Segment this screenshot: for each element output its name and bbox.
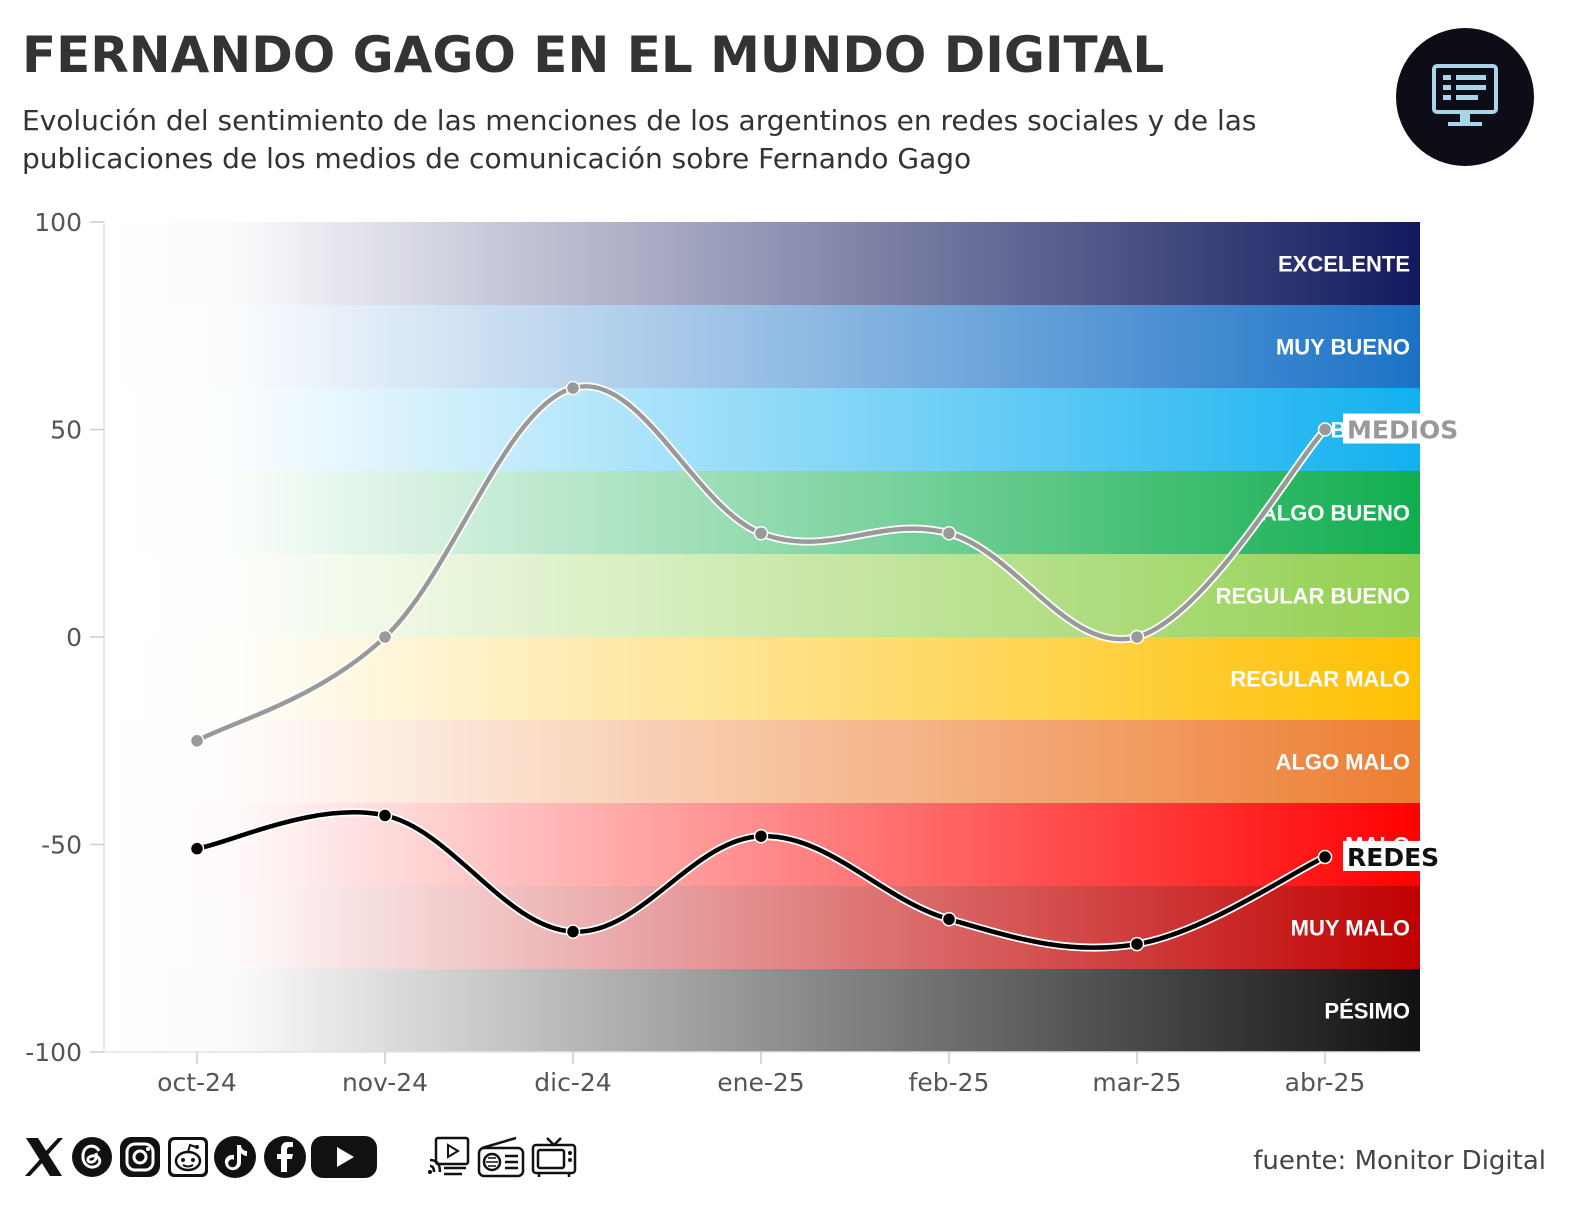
band-label-regular-bueno: REGULAR BUENO: [1216, 584, 1410, 609]
data-point-redes-feb-25: [941, 911, 957, 927]
data-point-redes-abr-25: [1317, 849, 1333, 865]
band-algo-bueno: [104, 471, 1420, 554]
y-tick-label: -100: [25, 1038, 82, 1067]
band-muy-malo: [104, 886, 1420, 969]
monitor-icon: [1432, 64, 1498, 126]
band-label-regular-malo: REGULAR MALO: [1230, 667, 1410, 692]
y-tick-label: 50: [50, 416, 82, 445]
series: [189, 380, 1333, 952]
band-label-muy-bueno: MUY BUENO: [1276, 335, 1410, 360]
series-label-bg: [1343, 413, 1452, 444]
data-point-redes-dic-24: [565, 924, 581, 939]
x-tick-label: dic-24: [534, 1068, 611, 1097]
data-point-medios-nov-24: [377, 629, 393, 645]
chart-title: FERNANDO GAGO EN EL MUNDO DIGITAL: [22, 26, 1165, 84]
data-point-medios-dic-24: [565, 380, 581, 396]
series-label-redes: REDES: [1347, 843, 1439, 872]
band-muy-bueno: [104, 305, 1420, 388]
x-tick-label: feb-25: [909, 1068, 990, 1097]
band-excelente: [104, 222, 1420, 305]
y-tick-label: 0: [66, 623, 82, 652]
data-point-redes-oct-24: [189, 841, 205, 856]
data-point-redes-ene-25: [753, 828, 769, 844]
series-label-bg: [1343, 840, 1436, 871]
band-label-excelente: EXCELENTE: [1278, 252, 1410, 277]
tiktok-icon: [214, 1136, 256, 1178]
digital-media-icon: [428, 1136, 470, 1176]
band-algo-malo: [104, 720, 1420, 803]
x-tick-label: mar-25: [1092, 1068, 1181, 1097]
tv-icon: [531, 1137, 577, 1177]
x-tick-label: ene-25: [717, 1068, 804, 1097]
data-point-redes-nov-24: [377, 808, 393, 823]
data-point-medios-feb-25: [941, 526, 957, 541]
band-label-pesimo: PÉSIMO: [1324, 999, 1410, 1024]
y-tick-label: -50: [41, 831, 82, 860]
x-icon: [25, 1138, 63, 1176]
series-redes: [189, 808, 1333, 952]
band-label-algo-bueno: ALGO BUENO: [1261, 501, 1410, 526]
x-tick-label: nov-24: [342, 1068, 428, 1097]
x-tick-label: oct-24: [157, 1068, 237, 1097]
data-point-medios-mar-25: [1129, 629, 1145, 645]
youtube-icon: [311, 1136, 377, 1178]
y-tick-label: 100: [34, 208, 82, 237]
band-label-algo-malo: ALGO MALO: [1276, 750, 1410, 775]
axes: 100 50 0 -50 -100 oct-24 nov-24 dic-24 ene-25 feb…: [25, 208, 1420, 1097]
threads-icon: [72, 1137, 112, 1177]
data-point-redes-mar-25: [1129, 936, 1145, 952]
series-medios: [189, 380, 1333, 748]
series-label-medios: MEDIOS: [1347, 416, 1458, 445]
data-point-medios-oct-24: [189, 733, 205, 748]
data-point-medios-ene-25: [753, 526, 769, 541]
radio-icon: [477, 1136, 525, 1178]
instagram-icon: [120, 1137, 160, 1177]
source-note: fuente: Monitor Digital: [1253, 1146, 1546, 1176]
band-regular-malo: [104, 637, 1420, 720]
x-tick-label: abr-25: [1285, 1068, 1366, 1097]
facebook-icon: [264, 1136, 306, 1178]
band-label-muy-malo: MUY MALO: [1291, 916, 1410, 941]
band-pesimo: [104, 969, 1420, 1052]
band-bueno: [104, 388, 1420, 471]
series-labels: MEDIOS REDES: [1343, 413, 1458, 872]
monitor-badge: [1396, 28, 1534, 166]
data-point-medios-abr-25: [1317, 422, 1333, 437]
reddit-icon: [168, 1137, 208, 1177]
chart-subtitle: Evolución del sentimiento de las mencion…: [22, 104, 1257, 175]
